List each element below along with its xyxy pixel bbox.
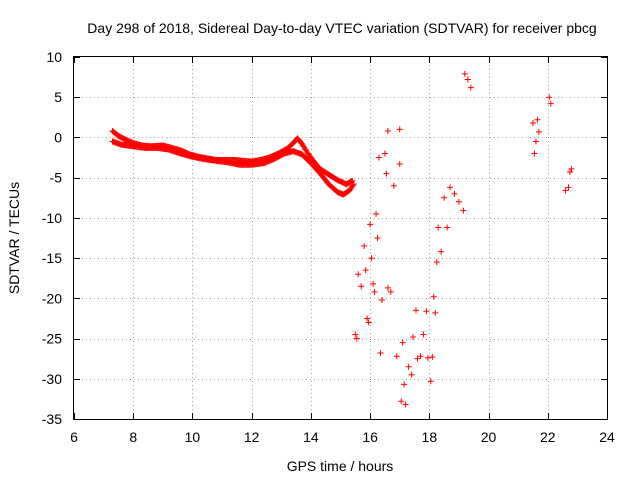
x-tick-label: 18 <box>422 429 438 445</box>
data-point <box>387 288 394 295</box>
data-point <box>384 128 391 135</box>
data-point <box>427 378 434 385</box>
data-point <box>464 76 471 83</box>
data-point <box>370 280 377 287</box>
grid <box>74 57 607 419</box>
data-point <box>455 198 462 205</box>
data-point <box>399 339 406 346</box>
chart-title: Day 298 of 2018, Sidereal Day-to-day VTE… <box>87 20 596 36</box>
x-tick-label: 8 <box>129 429 137 445</box>
data-point <box>531 150 538 157</box>
data-point <box>364 315 371 322</box>
x-tick-label: 20 <box>481 429 497 445</box>
y-tick-label: -30 <box>42 371 62 387</box>
x-axis-label: GPS time / hours <box>287 458 394 474</box>
data-point <box>413 307 420 314</box>
data-point <box>384 284 391 291</box>
data-point <box>396 160 403 167</box>
data-point <box>432 309 439 316</box>
data-point <box>423 308 430 315</box>
data-point <box>374 235 381 241</box>
data-point <box>529 119 536 126</box>
data-point <box>417 353 424 360</box>
data-point <box>562 187 569 194</box>
data-point <box>460 207 467 214</box>
data-point <box>362 267 369 274</box>
data-point <box>547 100 554 107</box>
y-axis-label: SDTVAR / TECUs <box>6 182 22 294</box>
data-point <box>546 94 553 101</box>
data-point <box>441 194 448 201</box>
x-tick-labels: 6 8 10 12 14 16 18 20 22 24 <box>70 429 615 445</box>
data-points <box>109 70 575 408</box>
y-tick-label: -15 <box>42 250 62 266</box>
x-tick-label: 6 <box>70 429 78 445</box>
data-point <box>367 221 374 228</box>
data-point <box>402 401 409 408</box>
data-point <box>420 331 427 338</box>
y-tick-label: -20 <box>42 290 62 306</box>
data-point <box>352 331 359 338</box>
data-point <box>438 248 445 255</box>
x-tick-label: 10 <box>185 429 201 445</box>
data-point <box>401 381 408 388</box>
data-point <box>410 333 417 340</box>
y-tick-label: -25 <box>42 331 62 347</box>
data-point <box>355 271 362 278</box>
x-tick-label: 24 <box>599 429 615 445</box>
data-point <box>350 181 357 188</box>
x-tick-label: 14 <box>303 429 319 445</box>
data-point <box>371 288 378 295</box>
x-tick-label: 22 <box>540 429 556 445</box>
plot-frame <box>73 56 608 420</box>
data-point <box>535 128 542 135</box>
data-point <box>393 353 400 360</box>
data-point <box>365 319 372 326</box>
data-point <box>534 116 541 123</box>
data-point <box>368 255 375 262</box>
data-point <box>349 177 356 184</box>
data-point <box>568 165 575 172</box>
data-point <box>381 150 388 157</box>
data-point <box>467 84 474 91</box>
data-point <box>383 170 390 177</box>
data-point <box>408 371 415 378</box>
data-point <box>433 259 440 266</box>
data-point <box>375 154 382 161</box>
data-point <box>444 224 451 231</box>
y-tick-label: 10 <box>46 49 62 65</box>
x-tick-label: 12 <box>244 429 260 445</box>
y-tick-labels: 10 5 0 -5 -10 -15 -20 -25 -30 -35 <box>42 49 62 427</box>
data-point <box>424 354 431 361</box>
data-point <box>398 398 405 405</box>
data-point <box>532 138 539 145</box>
data-point <box>447 184 454 191</box>
data-point <box>565 184 572 191</box>
data-point <box>361 243 368 250</box>
y-tick-label: -35 <box>42 411 62 427</box>
data-point <box>430 293 437 300</box>
y-tick-label: -10 <box>42 210 62 226</box>
y-tick-label: 0 <box>54 129 62 145</box>
data-point <box>390 182 397 189</box>
data-point <box>358 283 365 290</box>
data-point <box>451 190 458 197</box>
data-point <box>429 354 436 361</box>
data-point <box>566 169 573 176</box>
x-tick-label: 16 <box>362 429 378 445</box>
data-point <box>373 210 380 217</box>
data-point <box>396 126 403 133</box>
y-tick-label: 5 <box>54 89 62 105</box>
data-point <box>405 363 412 370</box>
data-point <box>353 335 360 342</box>
y-tick-label: -5 <box>50 170 63 186</box>
data-point <box>378 296 385 303</box>
data-point <box>435 224 442 231</box>
data-point <box>461 70 468 77</box>
data-point <box>377 350 384 357</box>
axis-ticks <box>74 57 608 420</box>
data-point <box>349 182 356 189</box>
